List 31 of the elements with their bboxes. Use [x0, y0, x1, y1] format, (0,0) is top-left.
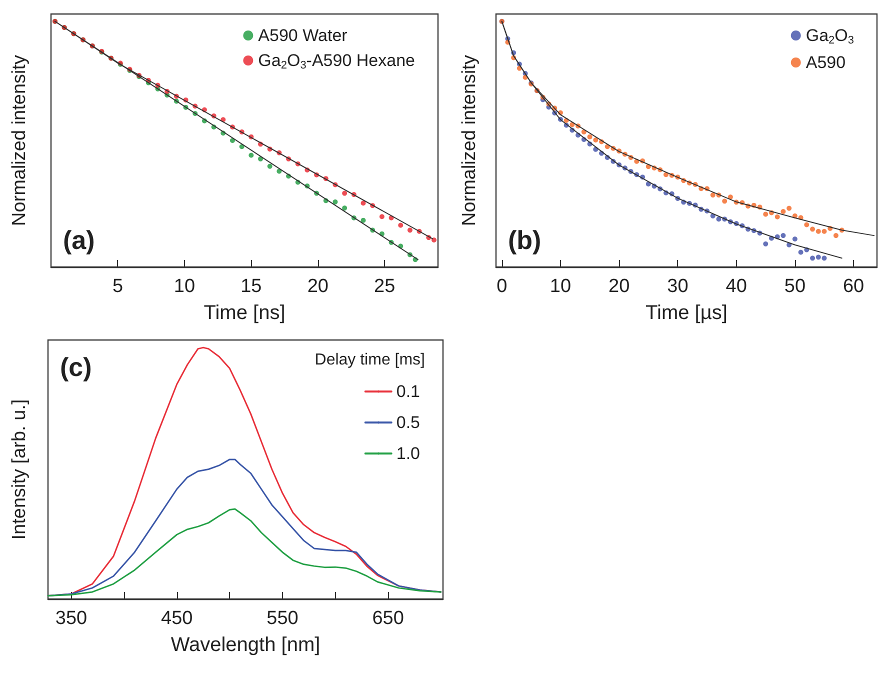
legend-label: 1.0 — [396, 444, 420, 463]
annotation: (c) — [60, 352, 92, 382]
annotation: (a) — [63, 225, 95, 255]
x-tick-label: 40 — [726, 276, 747, 297]
y-axis-title: Intensity [arb. u.] — [9, 399, 30, 540]
annotation: (b) — [508, 225, 542, 255]
x-tick-label: 5 — [112, 276, 124, 297]
x-tick-label: 50 — [784, 276, 806, 297]
x-tick-label: 650 — [372, 608, 404, 629]
legend-label: A590 — [806, 53, 846, 72]
x-axis-title: Time [µs] — [646, 302, 728, 324]
x-tick-label: 25 — [374, 276, 396, 297]
legend-label: 0.1 — [396, 382, 420, 401]
x-tick-label: 20 — [608, 276, 630, 297]
legend-label: A590 Water — [258, 26, 348, 45]
x-tick-label: 450 — [161, 608, 193, 629]
legend-label: 0.5 — [396, 413, 420, 432]
x-tick-label: 30 — [667, 276, 688, 297]
x-axis-title: Wavelength [nm] — [170, 634, 320, 656]
y-axis-title: Normalized intensity — [9, 54, 30, 226]
x-tick-label: 15 — [240, 276, 262, 297]
x-tick-label: 10 — [174, 276, 196, 297]
legend-title: Delay time [ms] — [314, 352, 426, 368]
x-axis-title: Time [ns] — [204, 302, 286, 324]
x-tick-label: 350 — [55, 608, 88, 629]
x-tick-label: 10 — [550, 276, 572, 297]
x-tick-label: 0 — [496, 276, 508, 297]
y-axis-title: Normalized intensity — [459, 54, 480, 226]
x-tick-label: 550 — [266, 608, 298, 629]
x-tick-label: 60 — [842, 276, 864, 297]
x-tick-label: 20 — [307, 276, 328, 297]
